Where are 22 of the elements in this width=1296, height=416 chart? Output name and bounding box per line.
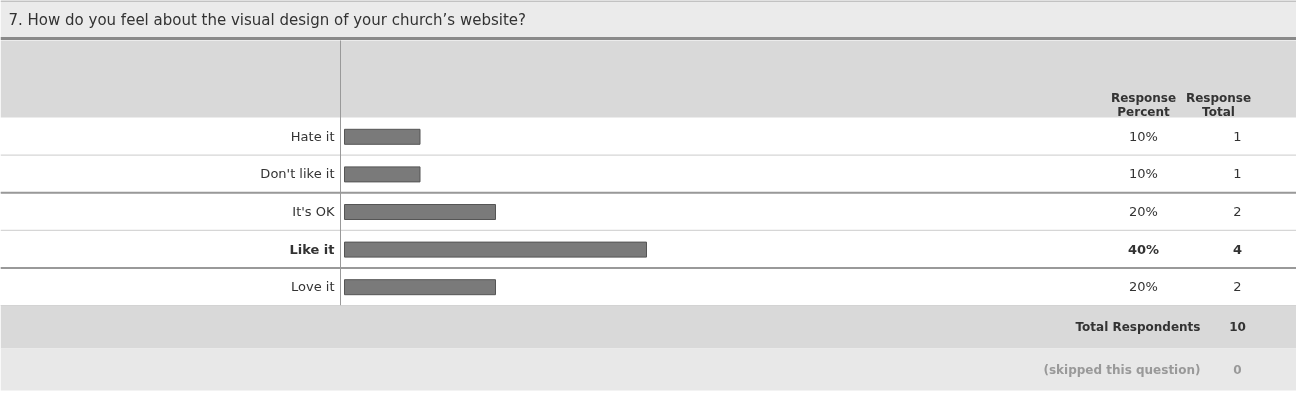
text: 1 <box>1233 128 1242 144</box>
text: 2 <box>1233 204 1242 219</box>
text: 0 <box>1233 363 1242 377</box>
y-tick-label: Hate it <box>290 128 335 144</box>
text: 2 <box>1233 279 1242 295</box>
y-tick-label: Don't like it <box>260 166 335 182</box>
data-label: 20% <box>1129 204 1158 219</box>
text: Total Respondents <box>1075 319 1201 334</box>
text: 10 <box>1229 320 1246 334</box>
data-label: 10% <box>1129 166 1158 182</box>
text: 1 <box>1233 166 1242 182</box>
text: 4 <box>1232 241 1243 257</box>
y-tick-label: Like it <box>289 241 335 257</box>
text: Response Percent <box>1110 90 1177 119</box>
data-label: 10% <box>1129 128 1158 144</box>
chart-title: 7. How do you feel about the visual design of your church’s website? <box>8 10 526 29</box>
y-tick-label: It's OK <box>292 204 335 219</box>
text: Response Total <box>1185 90 1252 119</box>
data-label: 20% <box>1129 279 1158 295</box>
text: (skipped this question) <box>1043 362 1201 377</box>
y-tick-label: Love it <box>291 279 335 295</box>
data-label: 40% <box>1127 241 1160 257</box>
